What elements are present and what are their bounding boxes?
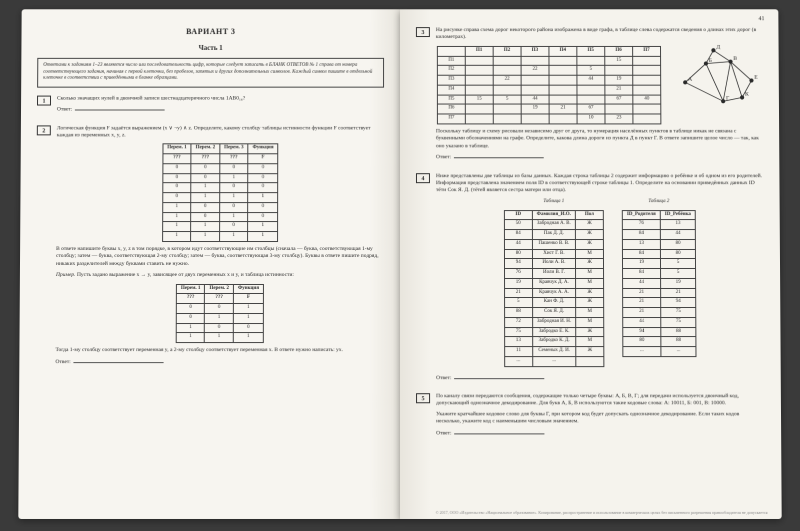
task-text: Ниже представлены две таблицы из базы да… <box>436 173 764 195</box>
road-graph: А Б В Г Д Е К <box>668 42 763 112</box>
db-table-1: IDФамилия_И.О.Пол50Забродная А. В.Ж84Пак… <box>504 210 605 367</box>
task-number: 2 <box>37 125 51 135</box>
task-3: 3 На рисунке справа схема дорог некоторо… <box>416 27 763 166</box>
task-4: 4 Ниже представлены две таблицы из базы … <box>416 173 765 386</box>
answer-label: Ответ: <box>436 375 765 382</box>
truth-table-2: Перем. 1Перем. 2Функция??????F0010111001… <box>176 284 264 344</box>
task-number: 4 <box>416 173 430 183</box>
answer-label: Ответ: <box>55 359 384 366</box>
part-title: Часть 1 <box>37 44 384 53</box>
task-text: По каналу связи передаются сообщения, со… <box>436 393 765 408</box>
page-left: ВАРИАНТ 3 Часть 1 Ответами к заданиям 1–… <box>18 9 400 519</box>
task-text-after: Поскольку таблицу и схему рисовали незав… <box>436 128 763 150</box>
svg-text:К: К <box>745 91 749 97</box>
task-text: Сколько значащих нулей в двоичной записи… <box>57 95 384 102</box>
db-table-2: ID_РодителяID_Ребёнка7613844413808480195… <box>622 210 697 357</box>
task-text: Логическая функция F задаётся выражением… <box>57 125 384 140</box>
task-number: 3 <box>416 27 430 37</box>
answer-label: Ответ: <box>436 430 765 437</box>
variant-title: ВАРИАНТ 3 <box>37 27 384 38</box>
table-caption: Таблица 2 <box>622 199 696 206</box>
svg-text:А: А <box>688 76 693 82</box>
instruction-box: Ответами к заданиям 1–23 являются число … <box>37 58 384 87</box>
book-spread: ВАРИАНТ 3 Часть 1 Ответами к заданиям 1–… <box>18 9 781 519</box>
task-1: 1 Сколько значащих нулей в двоичной запи… <box>37 95 384 118</box>
svg-text:В: В <box>733 56 737 62</box>
task-number: 5 <box>416 393 430 403</box>
svg-text:Г: Г <box>726 95 730 101</box>
page-right: 41 3 На рисунке справа схема дорог некот… <box>400 9 782 519</box>
task-5: 5 По каналу связи передаются сообщения, … <box>416 393 765 441</box>
task-number: 1 <box>37 95 51 105</box>
page-number: 41 <box>758 15 764 23</box>
answer-label: Ответ: <box>436 154 763 161</box>
example-text: Пусть задано выражение x → y, зависящее … <box>77 272 294 278</box>
answer-label: Ответ: <box>57 107 384 114</box>
task-text-after: В ответе напишите буквы x, y, z в том по… <box>56 246 384 268</box>
svg-text:Б: Б <box>709 57 712 63</box>
task-2: 2 Логическая функция F задаётся выражени… <box>35 125 384 370</box>
svg-text:Д: Д <box>716 44 720 50</box>
copyright-footer: © 2017, ООО «Издательство «Национальное … <box>436 510 768 515</box>
truth-table-1: Перем. 1Перем. 2Перем. 3Функция?????????… <box>162 144 279 242</box>
roads-table: П1П2П3П4П5П6П7П115П2225П3224419П421П5155… <box>437 46 662 124</box>
svg-text:Е: Е <box>754 74 758 80</box>
example-label: Пример. <box>56 272 76 278</box>
table-caption: Таблица 1 <box>504 199 604 206</box>
example-after: Тогда 1-му столбцу соответствует перемен… <box>55 347 384 354</box>
task-text-2: Укажите кратчайшее кодовое слово для бук… <box>436 411 765 426</box>
task-text: На рисунке справа схема дорог некоторого… <box>436 27 763 42</box>
